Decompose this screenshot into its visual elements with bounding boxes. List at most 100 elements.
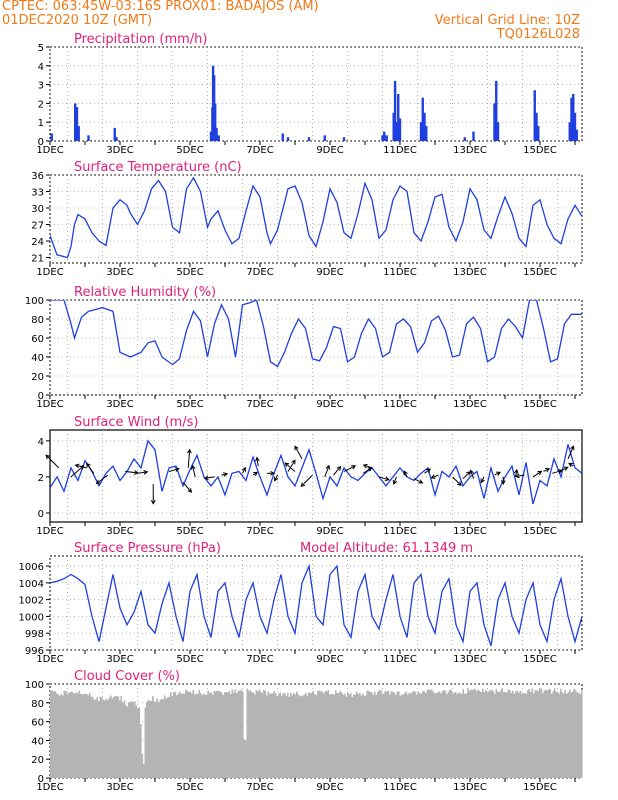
- cloud-bar: [119, 700, 121, 778]
- cloud-bar: [518, 692, 520, 778]
- y-tick-label: 0: [38, 509, 44, 520]
- cloud-bar: [528, 688, 531, 778]
- cloud-bar: [543, 690, 546, 778]
- cloud-bar: [62, 695, 64, 778]
- wind-vector-head: [187, 448, 192, 454]
- cloud-bar: [285, 695, 288, 778]
- wind-vector: [95, 474, 109, 485]
- cloud-bar: [266, 695, 268, 778]
- precip-bar: [281, 133, 284, 141]
- cloud-bar: [156, 698, 159, 778]
- wind-vector: [324, 464, 331, 478]
- wind-vector-shaft: [362, 467, 372, 474]
- cloud-bar: [353, 694, 355, 778]
- cloud-bar: [425, 692, 427, 778]
- x-tick-label: 1DEC: [36, 654, 63, 665]
- cloud-bar: [92, 696, 94, 778]
- wind-vector-head: [291, 459, 296, 465]
- cloud-bar: [299, 696, 301, 778]
- precip-bar: [385, 135, 388, 141]
- wind-vector-head: [274, 476, 279, 482]
- cloud-bar: [531, 688, 534, 778]
- cloud-bar: [546, 690, 549, 778]
- y-tick-label: 998: [25, 629, 44, 640]
- cloud-bar: [152, 695, 154, 778]
- header-datetime: 01DEC2020 10Z (GMT): [2, 13, 153, 28]
- cloud-bar: [287, 692, 289, 778]
- cloud-bar: [290, 693, 292, 778]
- cloud-bar: [225, 692, 228, 778]
- cloud-bar: [363, 695, 366, 778]
- x-tick-label: 7DEC: [246, 145, 273, 156]
- precip-bar: [572, 94, 575, 141]
- cloud-bar: [549, 689, 552, 778]
- cloud-bar: [80, 694, 82, 778]
- cloud-bar: [227, 692, 229, 778]
- cloud-bar: [525, 694, 528, 778]
- wind-vector-head: [537, 470, 543, 476]
- cloud-bar: [510, 692, 513, 778]
- cloud-bar: [107, 700, 109, 778]
- cloud-bar: [113, 696, 115, 778]
- cloud-bar: [351, 696, 354, 778]
- wind-vector: [543, 468, 551, 473]
- cloud-bar: [309, 693, 312, 778]
- wind-vector-shaft: [567, 446, 575, 460]
- cloud-bar: [335, 690, 337, 778]
- cloud-bar: [521, 693, 523, 778]
- wind-vector-shaft: [168, 468, 179, 472]
- cloud-bar: [360, 695, 363, 778]
- y-tick-label: 5: [38, 43, 44, 54]
- cloud-bar: [264, 690, 267, 778]
- cloud-bar: [321, 691, 324, 778]
- cloud-bar: [332, 694, 334, 778]
- cloud-bar: [537, 691, 540, 778]
- cloud-bar: [438, 691, 441, 778]
- cloud-bar: [323, 693, 325, 778]
- cloud-bar: [164, 695, 166, 778]
- y-tick-label: 60: [31, 718, 44, 729]
- cloud-bar: [192, 689, 195, 778]
- cloud-bar: [90, 696, 93, 778]
- cloud-bar: [122, 702, 124, 778]
- x-tick-label: 3DEC: [106, 782, 133, 793]
- cloud-bar: [461, 694, 463, 778]
- wind-vector: [559, 466, 569, 472]
- cloud-bar: [381, 693, 384, 778]
- panel-frame: [49, 46, 583, 142]
- wind-vector: [403, 470, 408, 478]
- cloud-bar: [129, 701, 132, 778]
- cloud-bar: [278, 693, 280, 778]
- cloud-bar: [342, 694, 345, 778]
- y-tick-label: 1002: [19, 596, 44, 607]
- x-tick-label: 15DEC: [523, 782, 557, 793]
- cloud-bar: [206, 694, 208, 778]
- wind-vector: [300, 474, 313, 488]
- precip-bar: [421, 97, 424, 141]
- wind-vector: [567, 445, 575, 460]
- cloud-bar: [432, 691, 435, 778]
- x-tick-label: 5DEC: [176, 267, 203, 278]
- cloud-bar: [395, 694, 397, 778]
- cloud-bar: [492, 691, 495, 778]
- x-tick-label: 5DEC: [176, 145, 203, 156]
- wind-vector-head: [384, 476, 390, 482]
- wind-vector: [469, 469, 474, 479]
- cloud-bar: [81, 693, 84, 778]
- cloud-bar: [362, 693, 364, 778]
- y-tick-label: 30: [31, 204, 44, 215]
- cloud-bar: [173, 692, 175, 778]
- wind-vector: [568, 462, 574, 468]
- cloud-bar: [435, 693, 438, 778]
- cloud-bar: [504, 691, 507, 778]
- cloud-bar: [452, 693, 454, 778]
- x-tick-label: 11DEC: [383, 399, 417, 410]
- panel-precipitation: 0 1 2 3 4 5 1DEC 3DEC 5DEC 7DEC 9DEC 11DEC 13DEC 15DE…: [36, 32, 583, 156]
- cloud-bar: [108, 697, 111, 778]
- cloud-bar: [198, 689, 201, 778]
- cloud-bar: [275, 693, 277, 778]
- wind-vector-head: [496, 471, 502, 476]
- wind-vector-shaft: [333, 466, 341, 476]
- y-tick-label: 24: [31, 237, 44, 248]
- cloud-bar: [161, 698, 163, 778]
